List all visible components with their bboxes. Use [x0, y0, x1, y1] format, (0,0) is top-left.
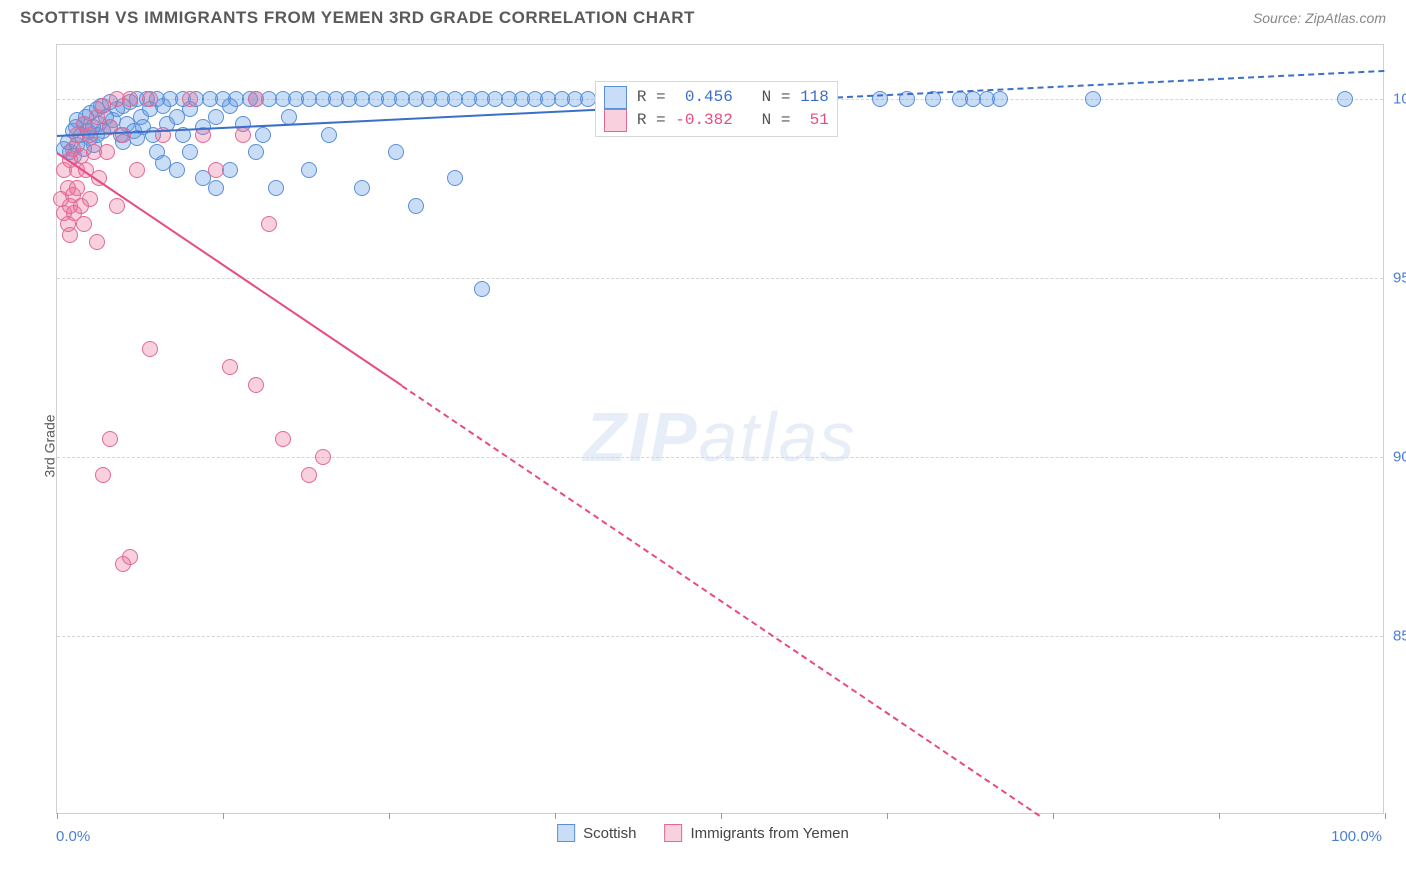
chart-title: SCOTTISH VS IMMIGRANTS FROM YEMEN 3RD GR… [20, 8, 695, 28]
trend-line-dashed [827, 70, 1385, 99]
data-point [222, 359, 238, 375]
chart-plot-area: ZIPatlas 85.0%90.0%95.0%100.0%R = 0.456 … [56, 44, 1384, 814]
stat-swatch [604, 86, 627, 109]
data-point [268, 180, 284, 196]
legend-swatch-yemen [664, 824, 682, 842]
data-point [76, 216, 92, 232]
source-label: Source: ZipAtlas.com [1253, 10, 1386, 26]
title-bar: SCOTTISH VS IMMIGRANTS FROM YEMEN 3RD GR… [0, 0, 1406, 36]
data-point [388, 144, 404, 160]
data-point [408, 198, 424, 214]
chart-legend: Scottish Immigrants from Yemen [557, 824, 849, 842]
data-point [99, 144, 115, 160]
data-point [281, 109, 297, 125]
data-point [248, 377, 264, 393]
data-point [182, 144, 198, 160]
y-tick-label: 90.0% [1393, 448, 1406, 465]
data-point [1085, 91, 1101, 107]
data-point [169, 162, 185, 178]
gridline [57, 278, 1383, 279]
legend-item-yemen: Immigrants from Yemen [664, 824, 848, 842]
data-point [255, 127, 271, 143]
y-tick-label: 85.0% [1393, 627, 1406, 644]
legend-swatch-scottish [557, 824, 575, 842]
stat-text: R = -0.382 N = 51 [637, 111, 829, 129]
data-point [82, 191, 98, 207]
y-tick-label: 95.0% [1393, 269, 1406, 286]
data-point [95, 467, 111, 483]
x-tick-mark [1053, 813, 1054, 819]
watermark: ZIPatlas [584, 397, 857, 477]
data-point [235, 127, 251, 143]
data-point [129, 162, 145, 178]
stat-row: R = -0.382 N = 51 [604, 109, 829, 132]
x-tick-mark [1385, 813, 1386, 819]
data-point [1337, 91, 1353, 107]
data-point [248, 91, 264, 107]
stat-swatch [604, 109, 627, 132]
data-point [315, 449, 331, 465]
x-tick-mark [223, 813, 224, 819]
y-tick-label: 100.0% [1393, 90, 1406, 107]
data-point [142, 341, 158, 357]
data-point [89, 234, 105, 250]
gridline [57, 457, 1383, 458]
data-point [115, 127, 131, 143]
x-tick-mark [887, 813, 888, 819]
trend-line-dashed [402, 385, 1041, 816]
data-point [142, 91, 158, 107]
data-point [474, 281, 490, 297]
data-point [321, 127, 337, 143]
data-point [447, 170, 463, 186]
data-point [580, 91, 596, 107]
x-axis-max-label: 100.0% [1331, 828, 1382, 845]
data-point [248, 144, 264, 160]
data-point [208, 180, 224, 196]
watermark-rest: atlas [699, 398, 857, 476]
x-tick-mark [555, 813, 556, 819]
watermark-bold: ZIP [584, 398, 699, 476]
data-point [301, 467, 317, 483]
x-tick-mark [1219, 813, 1220, 819]
stat-row: R = 0.456 N = 118 [604, 86, 829, 109]
data-point [182, 91, 198, 107]
data-point [261, 216, 277, 232]
data-point [62, 227, 78, 243]
data-point [122, 91, 138, 107]
data-point [109, 198, 125, 214]
x-tick-mark [389, 813, 390, 819]
trend-line [56, 153, 402, 387]
data-point [102, 431, 118, 447]
correlation-stat-box: R = 0.456 N = 118 R = -0.382 N = 51 [595, 81, 838, 137]
legend-label-yemen: Immigrants from Yemen [690, 825, 848, 842]
data-point [208, 109, 224, 125]
stat-text: R = 0.456 N = 118 [637, 88, 829, 106]
x-tick-mark [721, 813, 722, 819]
data-point [354, 180, 370, 196]
data-point [208, 162, 224, 178]
data-point [122, 549, 138, 565]
x-axis-min-label: 0.0% [56, 828, 90, 845]
legend-item-scottish: Scottish [557, 824, 636, 842]
data-point [992, 91, 1008, 107]
x-tick-mark [57, 813, 58, 819]
data-point [301, 162, 317, 178]
data-point [275, 431, 291, 447]
legend-label-scottish: Scottish [583, 825, 636, 842]
gridline [57, 636, 1383, 637]
